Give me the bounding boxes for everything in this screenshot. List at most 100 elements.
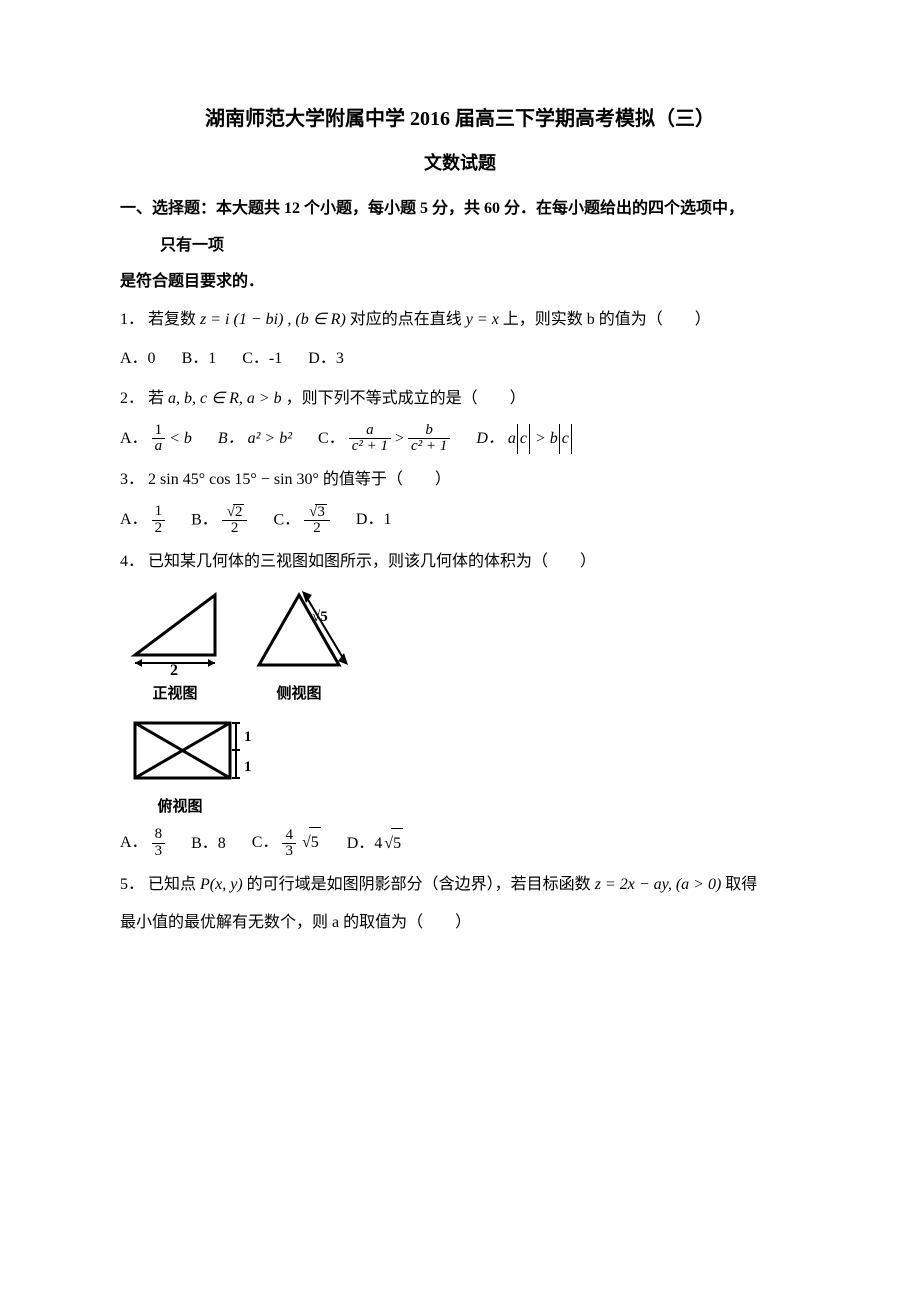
q4-opt-d: D．4 5 [347,828,403,859]
section-1-heading: 一、选择题：本大题共 12 个小题，每小题 5 分，共 60 分．在每小题给出的… [120,194,800,224]
q4-c-d: 3 [282,844,296,860]
q4-a-d: 3 [152,844,166,860]
q1-pre: 若复数 [148,311,200,328]
q4-options: A． 83 B．8 C． 43 5 D．45 [120,827,800,860]
q3-frac-c: 32 [304,504,330,538]
page-subtitle: 文数试题 [120,146,800,180]
q2-opt-c: C． ac² + 1 > bc² + 1 [318,423,450,456]
q2-fracC1-n: a [349,423,391,440]
section-1-line3: 是符合题目要求的． [120,267,800,297]
q4-a-label: A． [120,834,148,851]
q2-fracC2: bc² + 1 [408,423,450,456]
q1-opt-a: A．0 [120,344,156,374]
q5-mid1: 的可行域是如图阴影部分（含边界），若目标函数 [247,876,595,893]
q1-cond: , (b ∈ R) [287,311,345,328]
q1-opt-b: B．1 [182,344,217,374]
question-5: 5． 已知点 P(x, y) 的可行域是如图阴影部分（含边界），若目标函数 z … [120,870,800,900]
q1-end: 上，则实数 b 的值为（ ） [503,311,711,328]
q4-d-rad: 5 [391,828,403,859]
sec1-n1: 12 [284,200,300,217]
q2-opt-b: B． a² > b² [218,424,292,454]
q2-fracC1: ac² + 1 [349,423,391,456]
q3-opt-a: A． 12 [120,504,165,537]
q4-d-label: D．4 [347,835,383,852]
q2-frac1a-n: 1 [152,423,166,440]
q4-c-label: C． [252,834,279,851]
q2-c-label: C． [318,430,345,447]
q3-expr: 2 sin 45° cos 15° − sin 30° [148,471,319,488]
q2-frac-1a: 1a [152,423,166,456]
q3-b-label: B． [191,511,218,528]
q2-pre: 若 [148,390,168,407]
q4-c-n: 4 [282,828,296,845]
q3-end: 的值等于（ ） [323,471,451,488]
top-view-svg: 1 1 [120,713,270,793]
q1-opt-d: D．3 [308,344,344,374]
q1-num: 1． [120,311,144,328]
front-dim-2: 2 [170,662,178,679]
question-4: 4． 已知某几何体的三视图如图所示，则该几何体的体积为（ ） [120,547,800,577]
q1-z: z = i [200,311,229,328]
q5-z: z = 2x − ay, (a > 0) [595,876,722,893]
side-dim-sqrt5: √5 [312,609,328,625]
q5-P: P(x, y) [200,876,243,893]
q4-a-n: 8 [152,827,166,844]
question-5-line2: 最小值的最优解有无数个，则 a 的取值为（ ） [120,908,800,938]
q4-opt-a: A． 83 [120,827,165,860]
q2-opt-a: A． 1a < b [120,423,192,456]
side-view-block: √5 侧视图 [244,585,354,709]
top-dim-1a: 1 [244,729,252,745]
side-view-label: 侧视图 [244,680,354,709]
q5-num: 5． [120,876,144,893]
q2-num: 2． [120,390,144,407]
q4-c-sqrt: 5 [300,827,321,858]
front-view-block: 2 正视图 [120,585,230,709]
q2-cond: a, b, c ∈ R, a > b [168,390,282,407]
q3-c-n: 3 [304,504,330,522]
q2-a-label: A． [120,430,148,447]
q3-a-d: 2 [152,521,166,537]
sec1-end: 分．在每小题给出的四个选项中， [500,200,744,217]
q4-figures: 2 正视图 √5 侧视图 1 1 俯视图 [120,585,800,821]
q2-options: A． 1a < b B． a² > b² C． ac² + 1 > bc² + … [120,423,800,456]
q2-a-lt: < b [169,430,192,447]
section-1-line2: 只有一项 [160,231,800,261]
q3-opt-b: B． 22 [191,504,247,538]
question-2: 2． 若 a, b, c ∈ R, a > b ，则下列不等式成立的是（ ） [120,384,800,414]
q1-eq: y = x [466,311,499,328]
q3-b-rad: 2 [233,504,245,521]
sec1-pre: 一、选择题：本大题共 [120,200,284,217]
page-title: 湖南师范大学附属中学 2016 届高三下学期高考模拟（三） [120,100,800,138]
q3-b-n: 2 [222,504,248,522]
sec1-n2: 5 [420,200,428,217]
question-1: 1． 若复数 z = i (1 − bi) , (b ∈ R) 对应的点在直线 … [120,305,800,335]
q2-opt-d: D． ac > bc [476,424,573,454]
q2-d-abs2: c [559,424,572,454]
q4-num: 4． [120,553,144,570]
top-view-label: 俯视图 [120,793,240,822]
top-dim-1b: 1 [244,759,252,775]
q4-frac-a: 83 [152,827,166,860]
side-view-svg: √5 [244,585,354,680]
sec1-n3: 60 [484,200,500,217]
q3-frac-a: 12 [152,504,166,537]
q2-end: ，则下列不等式成立的是（ ） [286,390,526,407]
q1-par: (1 − bi) [234,311,284,328]
q2-d-label: D． a [476,430,516,447]
q1-mid: 对应的点在直线 [350,311,466,328]
q2-frac1a-d: a [152,439,166,455]
q3-b-d: 2 [222,521,248,537]
q2-fracC2-n: b [408,423,450,440]
q1-options: A．0 B．1 C．-1 D．3 [120,344,800,375]
q3-c-d: 2 [304,521,330,537]
q2-fracC1-d: c² + 1 [349,439,391,455]
q4-frac-c: 43 [282,828,296,861]
top-view-block: 1 1 俯视图 [120,713,800,822]
q4-d-sqrt: 5 [382,828,403,859]
q5-pre: 已知点 [148,876,200,893]
q3-opt-c: C． 32 [273,504,329,538]
q3-frac-b: 22 [222,504,248,538]
q1-opt-c: C．-1 [242,344,282,374]
q3-c-rad: 3 [315,504,327,521]
q4-opt-b: B．8 [191,829,226,859]
